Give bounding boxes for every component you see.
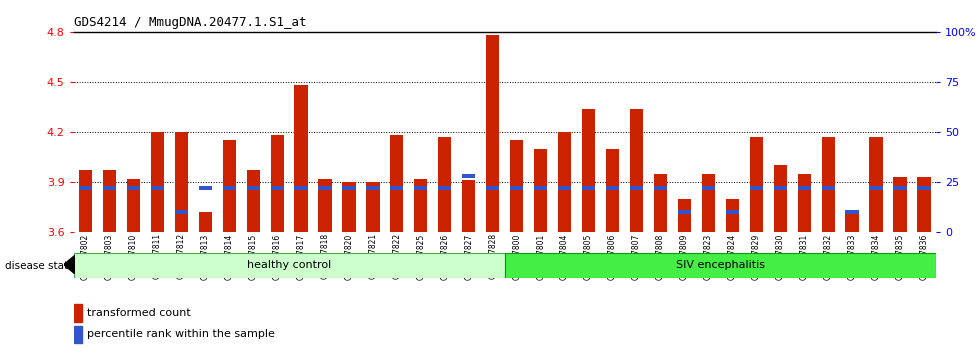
Bar <box>270 135 283 232</box>
FancyBboxPatch shape <box>505 253 936 278</box>
Bar <box>78 170 92 232</box>
Polygon shape <box>64 255 75 274</box>
Bar <box>367 186 379 190</box>
Bar <box>247 186 260 190</box>
Bar <box>318 178 331 232</box>
Bar <box>199 212 212 232</box>
Bar <box>702 173 714 232</box>
Bar <box>78 186 92 190</box>
Bar <box>558 132 571 232</box>
Bar <box>773 165 787 232</box>
Bar <box>438 186 452 190</box>
Text: GDS4214 / MmugDNA.20477.1.S1_at: GDS4214 / MmugDNA.20477.1.S1_at <box>74 16 306 29</box>
Bar <box>247 170 260 232</box>
Bar <box>582 109 595 232</box>
Bar <box>510 140 523 232</box>
Bar <box>821 186 835 190</box>
Bar <box>869 186 883 190</box>
Text: percentile rank within the sample: percentile rank within the sample <box>87 330 275 339</box>
Bar <box>582 186 595 190</box>
Bar <box>750 137 762 232</box>
Bar <box>510 186 523 190</box>
Bar <box>74 326 82 343</box>
Bar <box>174 210 188 214</box>
Bar <box>126 178 140 232</box>
Bar <box>606 149 619 232</box>
Bar <box>894 186 906 190</box>
Bar <box>773 186 787 190</box>
Bar <box>630 109 643 232</box>
Bar <box>798 173 810 232</box>
Bar <box>74 304 82 321</box>
Bar <box>199 186 212 190</box>
Bar <box>174 132 188 232</box>
Bar <box>103 186 116 190</box>
Bar <box>486 35 499 232</box>
Bar <box>342 186 356 190</box>
Bar <box>606 186 619 190</box>
Bar <box>678 210 691 214</box>
Bar <box>415 178 427 232</box>
Bar <box>750 186 762 190</box>
Bar <box>917 186 930 190</box>
Bar <box>151 186 164 190</box>
Bar <box>725 199 739 232</box>
Bar <box>390 135 404 232</box>
Bar <box>725 210 739 214</box>
Bar <box>367 182 379 232</box>
Bar <box>534 149 547 232</box>
Bar <box>534 186 547 190</box>
Bar <box>342 182 356 232</box>
Bar <box>846 210 858 214</box>
Bar <box>294 186 308 190</box>
Bar <box>438 137 452 232</box>
Bar <box>463 174 475 178</box>
Bar <box>294 85 308 232</box>
Bar <box>558 186 571 190</box>
FancyBboxPatch shape <box>74 253 505 278</box>
Bar <box>222 140 236 232</box>
Bar <box>151 132 164 232</box>
Bar <box>869 137 883 232</box>
Bar <box>486 186 499 190</box>
Text: disease state: disease state <box>5 261 74 271</box>
Bar <box>103 170 116 232</box>
Bar <box>630 186 643 190</box>
Text: healthy control: healthy control <box>247 261 331 270</box>
Bar <box>463 180 475 232</box>
Bar <box>894 177 906 232</box>
Bar <box>654 186 667 190</box>
Bar <box>702 186 714 190</box>
Bar <box>798 186 810 190</box>
Bar <box>654 173 667 232</box>
Text: transformed count: transformed count <box>87 308 191 318</box>
Bar <box>222 186 236 190</box>
Bar <box>415 186 427 190</box>
Bar <box>821 137 835 232</box>
Bar <box>270 186 283 190</box>
Bar <box>917 177 930 232</box>
Bar <box>678 199 691 232</box>
Bar <box>126 186 140 190</box>
Bar <box>318 186 331 190</box>
Text: SIV encephalitis: SIV encephalitis <box>676 261 764 270</box>
Bar <box>846 212 858 232</box>
Bar <box>390 186 404 190</box>
